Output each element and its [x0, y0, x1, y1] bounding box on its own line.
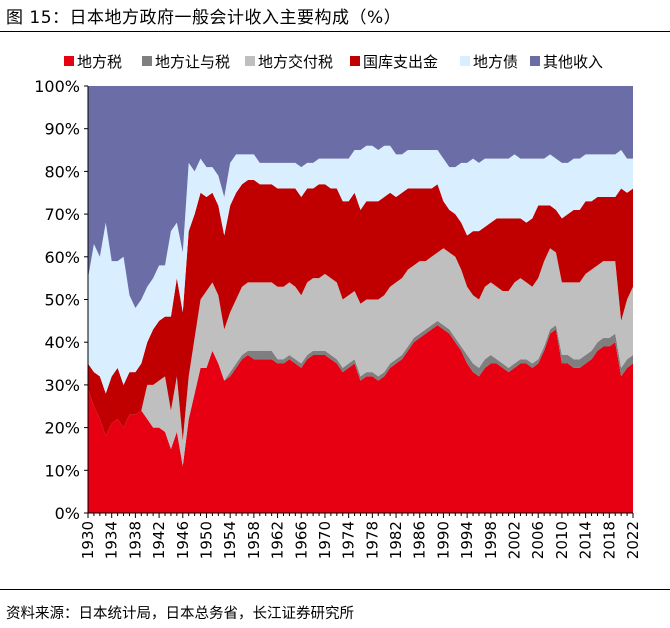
x-tick-label: 1958 — [245, 521, 263, 559]
x-tick-label: 2018 — [600, 521, 618, 559]
y-tick-label: 80% — [44, 162, 80, 181]
title-divider — [0, 31, 670, 32]
x-tick-label: 1978 — [363, 521, 381, 559]
x-tick-label: 1950 — [197, 521, 215, 559]
x-tick-label: 1970 — [316, 521, 334, 559]
area-series-group — [88, 86, 633, 513]
area-series-1 — [88, 325, 633, 513]
legend-swatch — [530, 56, 540, 66]
y-tick-label: 50% — [44, 291, 80, 310]
x-tick-label: 2006 — [529, 521, 547, 559]
legend-label: 地方交付税 — [258, 53, 333, 71]
legend-label: 国库支出金 — [363, 53, 438, 71]
x-tick-label: 2014 — [577, 521, 595, 559]
legend-label: 地方税 — [77, 53, 122, 71]
x-tick-label: 1954 — [221, 521, 239, 559]
area-series-5 — [88, 145, 633, 394]
source-note: 资料来源：日本统计局，日本总务省，长江证券研究所 — [6, 606, 354, 622]
legend-swatch — [245, 56, 255, 66]
chart-title: 图 15：日本地方政府一般会计收入主要构成（%） — [6, 8, 402, 28]
x-tick-label: 1942 — [150, 521, 168, 559]
y-tick-label: 0% — [55, 504, 80, 523]
x-tick-label: 1998 — [482, 521, 500, 559]
legend-label: 其他收入 — [543, 53, 603, 71]
x-tick-label: 1962 — [269, 521, 287, 559]
x-tick-label: 1986 — [411, 521, 429, 559]
x-tick-label: 2022 — [624, 521, 642, 559]
legend-swatch — [460, 56, 470, 66]
x-tick-label: 1938 — [126, 521, 144, 559]
x-tick-label: 1982 — [387, 521, 405, 559]
y-tick-label: 10% — [44, 461, 80, 480]
x-tick-label: 2002 — [506, 521, 524, 559]
chart-axes: 0% 10% 20% 30% 40% 50% 60% 70% 80% 90% 100% 1930 193… — [34, 77, 642, 559]
area-series-3 — [88, 248, 633, 467]
x-tick-label: 1994 — [458, 521, 476, 559]
area-series-6 — [88, 86, 633, 309]
legend-swatch — [142, 56, 152, 66]
legend-label: 地方让与税 — [155, 53, 230, 71]
legend-swatch — [64, 56, 74, 66]
x-tick-label: 1934 — [103, 521, 121, 559]
y-tick-label: 70% — [44, 205, 80, 224]
y-tick-label: 30% — [44, 376, 80, 395]
legend-label: 地方债 — [473, 53, 518, 71]
y-tick-label: 40% — [44, 333, 80, 352]
y-tick-label: 60% — [44, 248, 80, 267]
x-tick-label: 1946 — [174, 521, 192, 559]
footer-divider — [0, 589, 670, 590]
x-tick-label: 1966 — [292, 521, 310, 559]
area-series-4 — [88, 179, 633, 441]
y-tick-label: 100% — [34, 77, 80, 96]
x-tick-label: 1974 — [340, 521, 358, 559]
y-tick-label: 20% — [44, 419, 80, 438]
stacked-area-chart: 地方税 地方让与税 地方交付税 国库支出金 地方债 其他收入 0% 10% 20% 30% 40%… — [34, 53, 642, 559]
x-tick-label: 1990 — [434, 521, 452, 559]
legend-swatch — [350, 56, 360, 66]
x-tick-label: 2010 — [553, 521, 571, 559]
x-tick-label: 1930 — [79, 521, 97, 559]
chart-legend: 地方税 地方让与税 地方交付税 国库支出金 地方债 其他收入 — [64, 53, 603, 71]
y-tick-label: 90% — [44, 120, 80, 139]
